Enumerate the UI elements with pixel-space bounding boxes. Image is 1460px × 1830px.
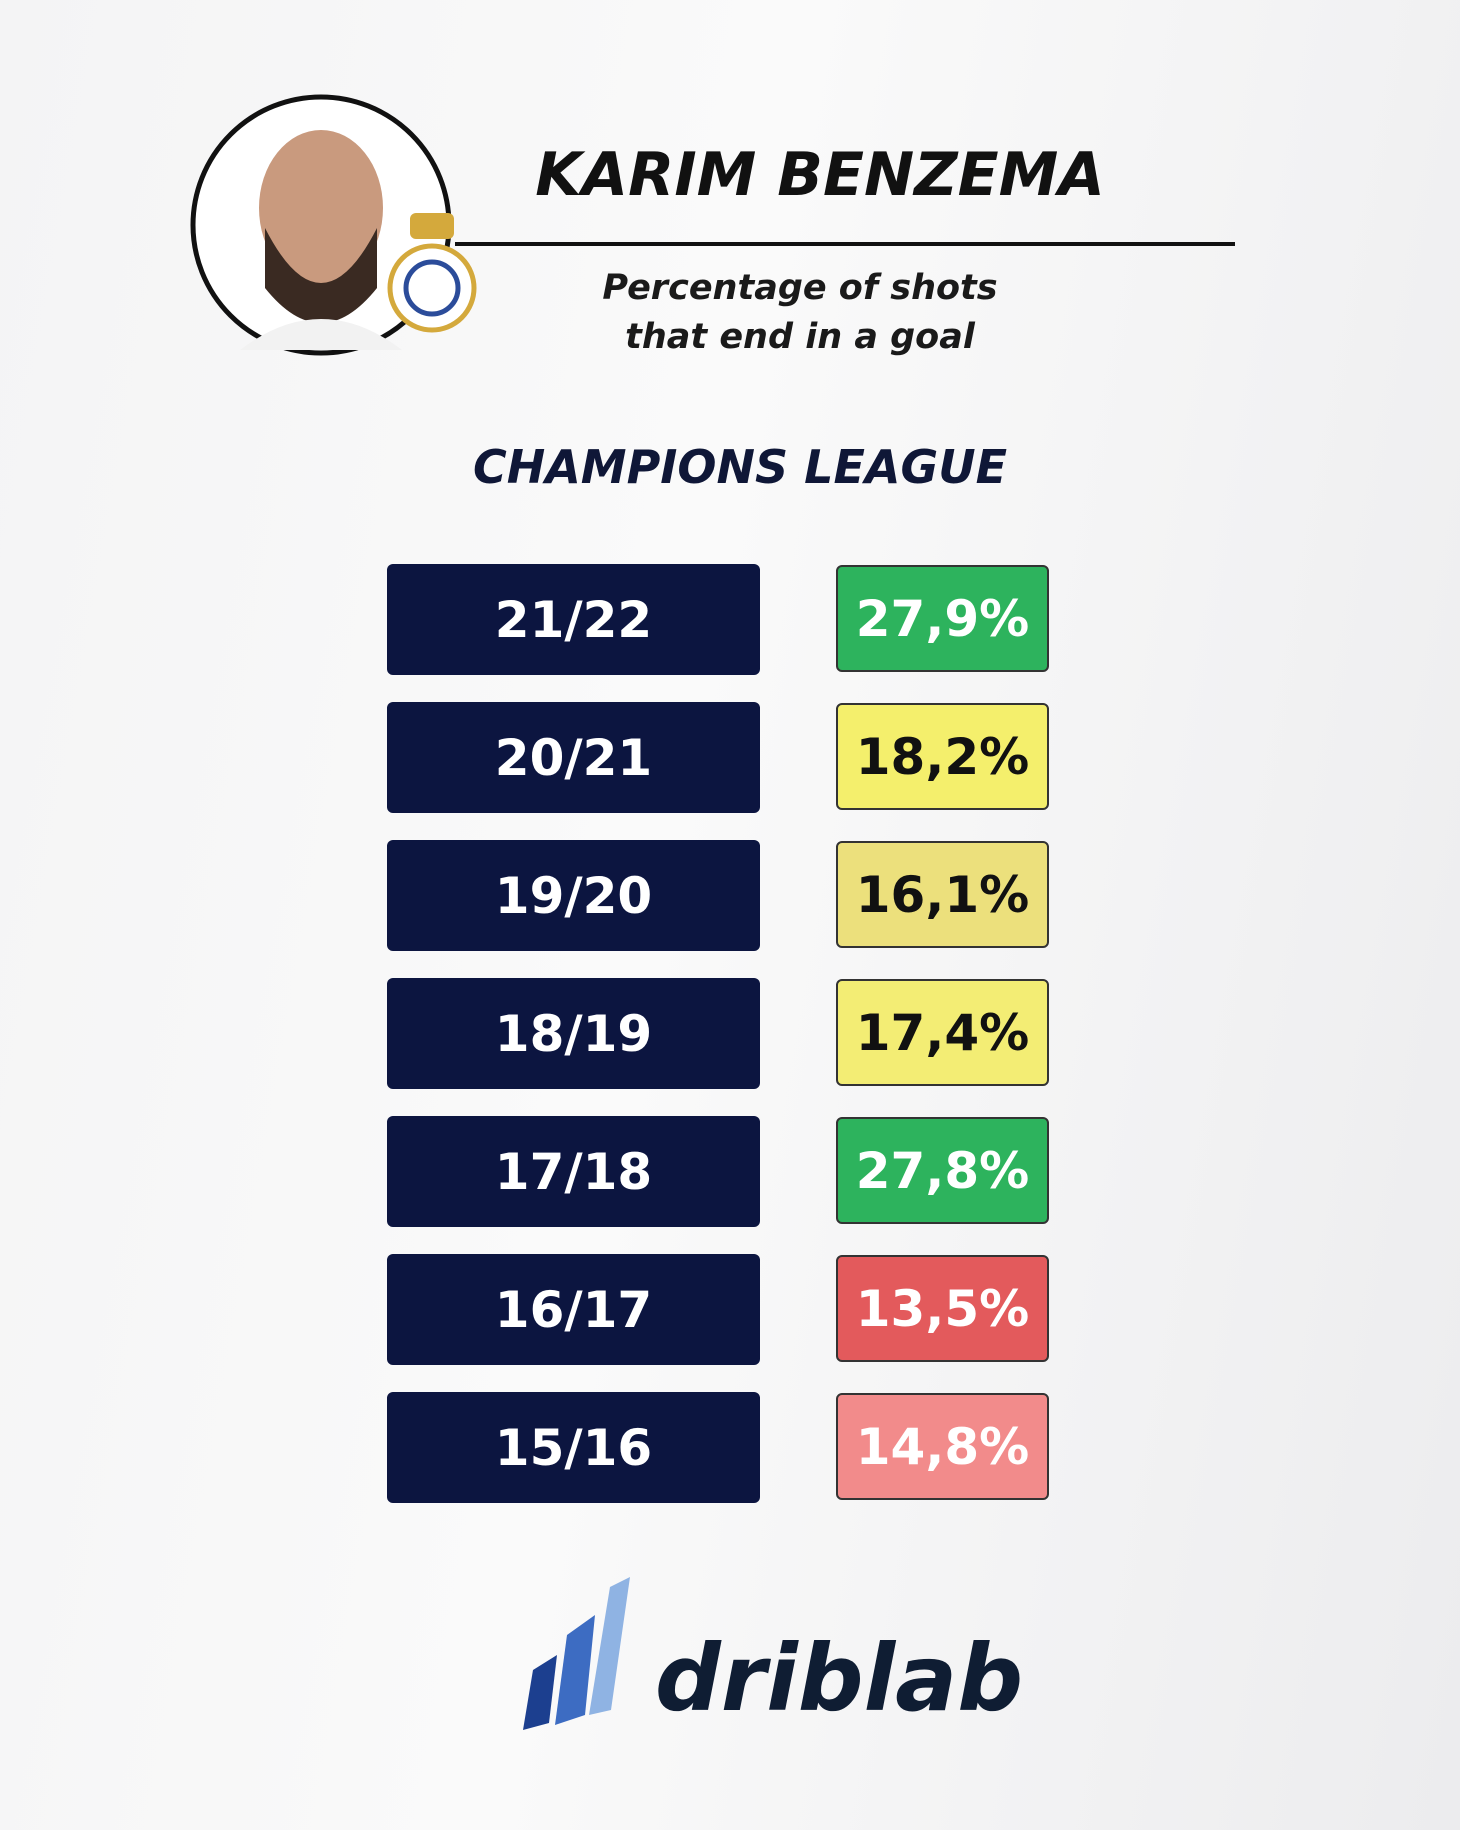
brand-icon <box>523 1577 630 1730</box>
value-cell: 17,4% <box>836 979 1049 1086</box>
player-portrait <box>190 94 477 356</box>
value-cell: 18,2% <box>836 703 1049 810</box>
value-cell: 14,8% <box>836 1393 1049 1500</box>
value-cell: 27,8% <box>836 1117 1049 1224</box>
season-cell: 16/17 <box>387 1254 760 1365</box>
season-cell: 15/16 <box>387 1392 760 1503</box>
subtitle: that end in a goal <box>625 317 975 357</box>
value-cell: 13,5% <box>836 1255 1049 1362</box>
value-cell: 27,9% <box>836 565 1049 672</box>
divider <box>455 242 1235 246</box>
season-cell: 17/18 <box>387 1116 760 1227</box>
season-cell: 20/21 <box>387 702 760 813</box>
section-title: CHAMPIONS LEAGUE <box>472 440 1008 494</box>
brand: driblab <box>655 1625 1024 1732</box>
value-cell: 16,1% <box>836 841 1049 948</box>
season-cell: 18/19 <box>387 978 760 1089</box>
subtitle: Percentage of shots <box>602 268 998 308</box>
title: KARIM BENZEMA <box>535 140 1105 210</box>
season-cell: 19/20 <box>387 840 760 951</box>
season-cell: 21/22 <box>387 564 760 675</box>
